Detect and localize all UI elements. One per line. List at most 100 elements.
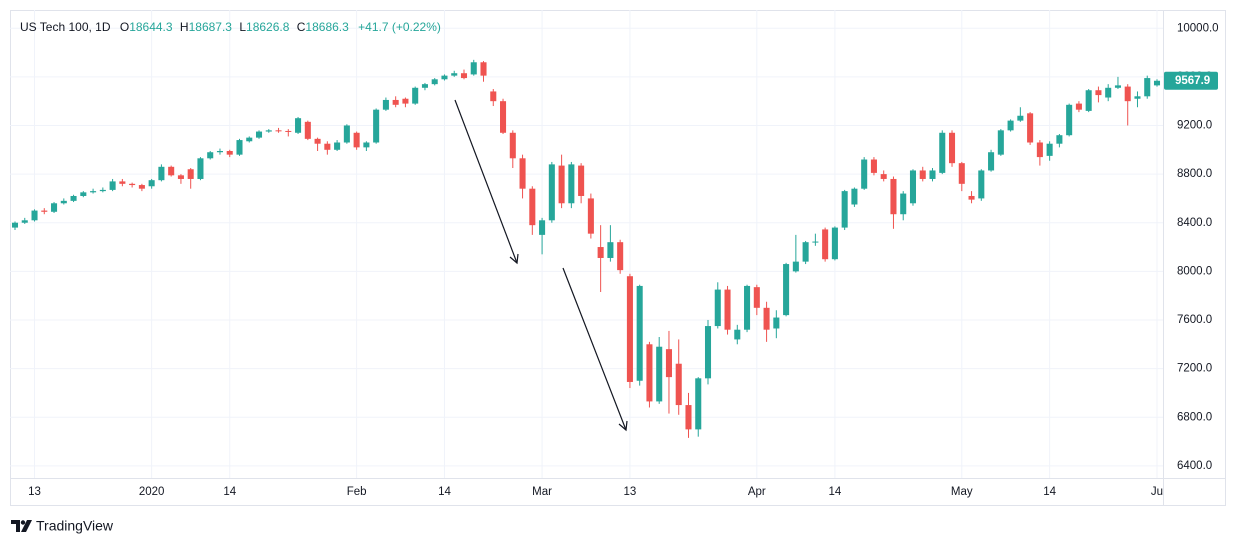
arrow-head <box>509 253 519 265</box>
candle-body <box>324 143 331 150</box>
candle-body <box>792 261 799 272</box>
candle-body <box>509 132 516 159</box>
candle-body <box>148 180 155 187</box>
candle-body <box>51 203 58 212</box>
candle-body <box>431 79 438 85</box>
candle-body <box>70 195 77 201</box>
candle-body <box>451 73 458 76</box>
candle-body <box>900 193 907 215</box>
candle-body <box>539 220 546 235</box>
symbol-readout: US Tech 100, 1D O18644.3 H18687.3 L18626… <box>20 20 441 34</box>
x-tick-label: 14 <box>1043 486 1056 498</box>
candle-body <box>421 84 428 88</box>
candle-body <box>568 164 575 204</box>
candle-body <box>978 170 985 199</box>
x-tick-label: 14 <box>828 486 841 498</box>
candle-body <box>470 62 477 75</box>
candle-body <box>226 151 233 155</box>
y-tick-label: 8400.0 <box>1177 217 1212 229</box>
candle-body <box>597 247 604 258</box>
candle-body <box>1027 113 1034 143</box>
candle-body <box>997 130 1004 155</box>
candle-body <box>334 142 341 150</box>
candle-body <box>80 192 87 196</box>
candle-body <box>870 159 877 173</box>
last-price-tag <box>1164 71 1218 90</box>
candle-body <box>90 191 97 193</box>
candle-body <box>958 163 965 184</box>
candle-body <box>734 329 741 340</box>
candle-body <box>665 349 672 378</box>
candle-body <box>617 242 624 271</box>
x-tick-label: 14 <box>438 486 451 498</box>
candle-body <box>99 189 106 192</box>
axes: 6400.0 6800.0 7200.0 7600.0 8000.0 8400.0 8800… <box>28 22 1218 498</box>
candle-body <box>802 242 809 262</box>
brand-logo <box>11 520 32 532</box>
x-tick-label: 13 <box>624 486 637 498</box>
candle-body <box>939 132 946 173</box>
candle-body <box>1017 115 1024 121</box>
candle-body <box>744 285 751 330</box>
candle-body <box>695 378 702 430</box>
candle-body <box>11 222 19 228</box>
candle-body <box>343 125 350 143</box>
annotation-arrows <box>454 99 628 432</box>
candle-body <box>626 276 633 382</box>
candle-body <box>656 346 663 402</box>
candle-body <box>646 344 653 402</box>
candle-body <box>285 130 292 132</box>
candle-body <box>197 158 204 179</box>
candle-body <box>295 118 302 133</box>
candle-body <box>138 185 145 189</box>
candle-body <box>490 91 497 102</box>
candle-body <box>909 170 917 204</box>
candle-body <box>21 220 28 223</box>
ohlc-value: 18686.3 <box>305 20 349 34</box>
candle-body <box>109 181 116 190</box>
candle-body <box>919 170 926 179</box>
ohlc-value: 18626.8 <box>246 20 290 34</box>
candle-body <box>578 165 585 196</box>
candle-body <box>60 200 67 204</box>
candle-body <box>1153 80 1161 86</box>
last-price-label: 9567.9 <box>1175 75 1210 87</box>
arrow-head <box>618 420 628 432</box>
candle-body <box>480 62 487 76</box>
candle-body <box>1085 90 1092 111</box>
x-tick-label: Feb <box>347 486 367 498</box>
candle-body <box>265 130 272 132</box>
candle-body <box>392 99 399 105</box>
candle-body <box>636 285 643 381</box>
y-tick-label: 6400.0 <box>1177 460 1212 472</box>
y-tick-label: 8000.0 <box>1177 265 1212 277</box>
change-readout: +41.7 (+0.22%) <box>358 20 441 34</box>
candle-body <box>402 98 409 104</box>
ohlc-key: C <box>297 20 306 34</box>
candle-body <box>207 152 214 159</box>
candle-body <box>216 151 224 153</box>
candle-body <box>704 326 712 379</box>
candle-body <box>255 131 263 138</box>
candle-body <box>119 181 126 184</box>
candle-body <box>500 101 507 133</box>
candle-body <box>929 170 936 179</box>
candle-body <box>519 158 526 189</box>
y-tick-label: 10000.0 <box>1177 22 1219 34</box>
candle-body <box>353 132 360 148</box>
candle-body <box>890 178 897 215</box>
candle-body <box>158 166 165 181</box>
arrow-line <box>454 99 518 264</box>
candle-body <box>275 130 282 132</box>
candle-body <box>822 229 829 260</box>
x-tick-label: May <box>951 486 973 498</box>
candle-body <box>529 188 536 226</box>
candle-body <box>607 242 614 258</box>
candle-body <box>851 188 858 205</box>
x-tick-label: Mar <box>532 486 552 498</box>
candle-body <box>129 183 136 186</box>
ohlc-value: 18644.3 <box>129 20 173 34</box>
candle-body <box>783 264 790 316</box>
candle-body <box>460 73 468 79</box>
candle-body <box>41 210 48 212</box>
